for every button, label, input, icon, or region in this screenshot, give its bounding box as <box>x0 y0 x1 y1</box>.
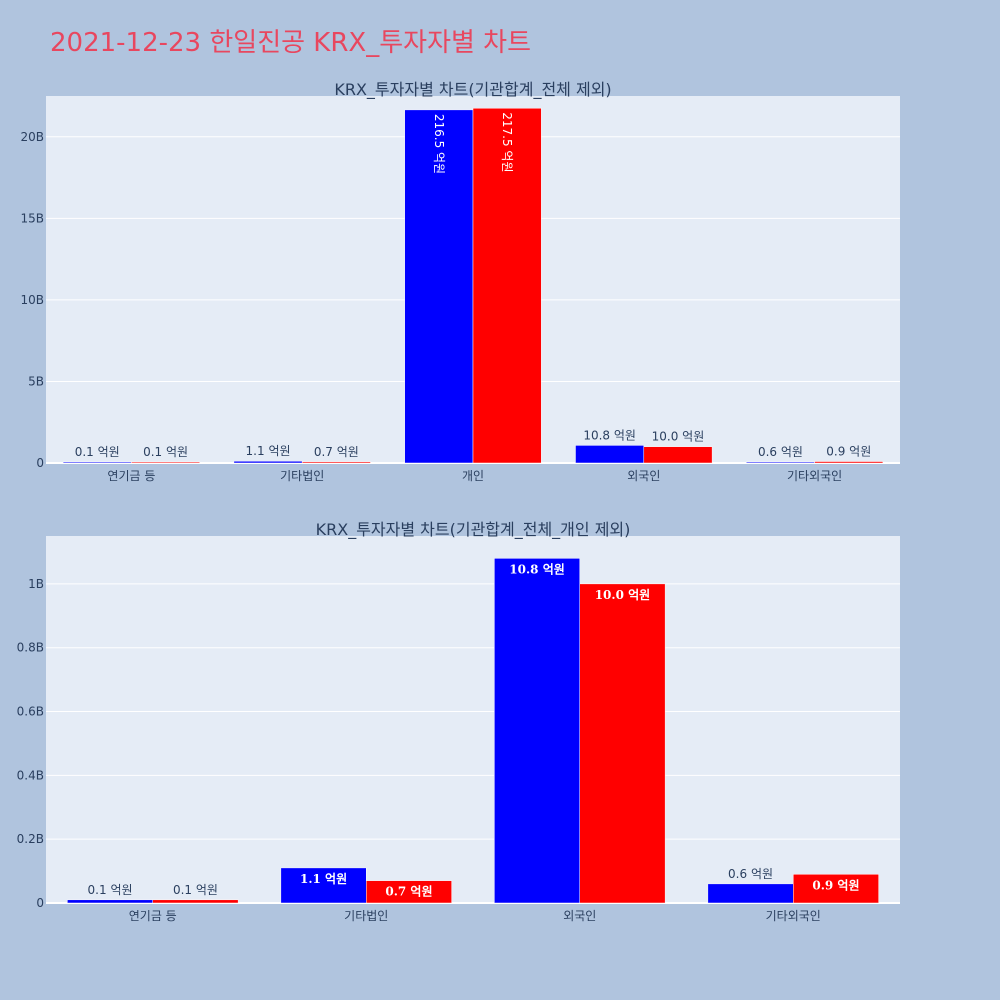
data-label: 10.0 억원 <box>652 430 705 444</box>
data-label: 10.8 억원 <box>583 428 636 442</box>
x-tick-label: 기타법인 <box>280 469 324 483</box>
bar <box>793 874 879 904</box>
bar <box>579 583 666 904</box>
y-tick-label: 0.6B <box>17 705 44 719</box>
data-label: 10.8 억원 <box>509 562 565 576</box>
data-label: 0.1 억원 <box>143 445 188 459</box>
plot-area <box>46 536 900 903</box>
bar <box>643 446 713 464</box>
data-label: 10.0 억원 <box>595 588 651 602</box>
y-tick-label: 20B <box>20 130 44 144</box>
bar <box>280 867 367 904</box>
bar <box>152 899 239 904</box>
y-tick-label: 1B <box>28 577 44 591</box>
x-tick-label: 연기금 등 <box>107 469 155 483</box>
bar <box>366 880 452 904</box>
x-tick-label: 개인 <box>462 469 484 483</box>
bar <box>404 109 474 464</box>
data-label: 0.7 억원 <box>385 885 432 899</box>
chart-title: KRX_투자자별 차트(기관합계_전체 제외) <box>334 80 611 100</box>
x-tick-label: 기타법인 <box>344 909 388 923</box>
data-label: 0.6 억원 <box>758 445 803 459</box>
x-tick-label: 연기금 등 <box>129 909 177 923</box>
page-title: 2021-12-23 한일진공 KRX_투자자별 차트 <box>50 28 532 58</box>
data-label: 0.1 억원 <box>173 883 218 897</box>
bar <box>707 883 794 904</box>
x-tick-label: 기타외국인 <box>766 909 821 923</box>
data-label: 0.7 억원 <box>314 445 359 459</box>
data-label: 1.1 억원 <box>300 872 347 886</box>
x-tick-label: 외국인 <box>563 909 596 923</box>
y-tick-label: 5B <box>28 374 44 388</box>
y-tick-label: 15B <box>20 211 44 225</box>
data-label: 216.5 억원 <box>432 114 446 174</box>
data-label: 0.1 억원 <box>75 445 120 459</box>
y-tick-label: 0.8B <box>17 641 44 655</box>
data-label: 217.5 억원 <box>500 112 514 172</box>
data-label: 1.1 억원 <box>246 444 291 458</box>
y-tick-label: 0.2B <box>17 832 44 846</box>
x-tick-label: 기타외국인 <box>787 469 842 483</box>
data-label: 0.6 억원 <box>728 867 773 881</box>
bar <box>301 461 371 464</box>
bar <box>472 107 542 464</box>
chart-top: 0 5B 10B 15B 20B KRX_투자자별 차트(기관합계_전체 제외) 연기금 등… <box>20 80 900 483</box>
data-label: 0.9 억원 <box>826 445 871 459</box>
chart-title: KRX_투자자별 차트(기관합계_전체_개인 제외) <box>316 520 631 540</box>
data-label: 0.1 억원 <box>88 883 133 897</box>
bar <box>814 461 884 464</box>
data-label: 0.9 억원 <box>812 878 859 892</box>
y-tick-label: 0.4B <box>17 768 44 782</box>
bar <box>67 899 153 904</box>
bar <box>131 461 200 464</box>
y-tick-label: 0 <box>36 456 44 470</box>
y-tick-label: 0 <box>36 896 44 910</box>
bar <box>494 558 581 904</box>
x-tick-label: 외국인 <box>627 469 660 483</box>
y-tick-label: 10B <box>20 293 44 307</box>
